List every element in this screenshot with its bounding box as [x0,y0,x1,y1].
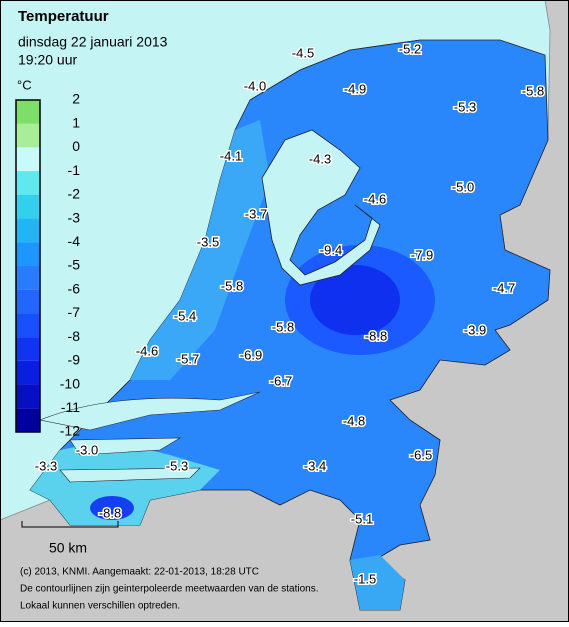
contour-limburg [350,555,405,610]
station-value: -3.9 [464,322,486,337]
estuaries [38,391,261,483]
station-value: -5.8 [221,278,243,293]
legend-tick-label: -9 [68,352,81,368]
legend-tick-label: -8 [68,328,81,344]
contour-south [30,440,220,525]
legend-swatch [16,384,40,409]
station-value: -4.0 [244,78,266,93]
legend-tick-label: -10 [60,375,80,391]
station-value: -3.4 [304,458,326,473]
station-value: -3.7 [245,206,267,221]
station-value: -7.9 [411,247,433,262]
legend-swatch [16,171,40,195]
legend-swatch [16,266,40,290]
legend-tick-label: 2 [72,91,80,107]
station-value: -9.4 [320,242,342,257]
legend-frame [15,99,41,433]
station-value: -4.3 [309,151,331,166]
station-value: -5.8 [522,83,544,98]
station-value: -4.5 [292,45,314,60]
cold-core [310,265,400,335]
ijsselmeer [261,129,381,286]
legend-swatch [16,242,40,266]
station-value: -6.5 [410,447,432,462]
station-value: -5.1 [351,511,373,526]
date: dinsdag 22 januari 2013 [18,34,168,50]
station-value: -4.8 [343,413,365,428]
legend-swatch [16,313,40,338]
legend-tick-label: -7 [68,304,81,320]
legend-swatch [16,408,40,432]
title: Temperatuur [18,8,109,25]
legend-swatch [16,337,40,361]
station-value: -3.5 [197,234,219,249]
station-value: -4.6 [136,343,158,358]
scale-bar [21,521,119,528]
station-value: -5.8 [272,319,294,334]
legend-tick-label: -11 [61,399,80,415]
legend-tick-label: -5 [68,257,81,273]
legend-tick-label: 1 [72,114,80,130]
legend-tick-label: -6 [68,280,81,296]
station-value: -5.0 [452,179,474,194]
legend-swatch [16,289,40,314]
footer-line: (c) 2013, KNMI. Aangemaakt: 22-01-2013, … [20,567,259,578]
station-value: -5.4 [174,308,196,323]
legend-swatch [16,100,40,124]
station-value: -5.3 [166,458,188,473]
legend-tick-label: -2 [68,186,81,202]
legend-swatch [16,360,40,385]
station-value: -3.0 [76,442,98,457]
station-value: -3.3 [35,458,57,473]
time: 19:20 uur [18,52,77,68]
station-value: -5.2 [399,41,421,56]
station-value: -4.7 [493,280,515,295]
station-value: -4.9 [344,81,366,96]
legend-swatch [16,194,40,219]
station-value: -8.8 [365,328,387,343]
legend-tick-label: -3 [68,209,81,225]
legend-swatch [16,218,40,243]
station-value: -5.7 [177,351,199,366]
station-value: -6.7 [270,373,292,388]
station-value: -5.3 [454,99,476,114]
legend-unit: °C [17,77,32,92]
legend-tick-label: -1 [68,162,81,178]
legend-tick-label: -4 [68,233,81,249]
legend: 2 1 0 -1 -2 -3 -4 -5 -6 -7 -8 -9 -10 -11 -12 [15,91,81,439]
station-value: -4.1 [220,148,242,163]
coast [249,39,421,101]
legend-swatch [16,123,40,148]
stations: -4.5 -5.2 -4.0 -4.9 -5.3 -5.8 -4.1 -4.3 -4.6 -5.0… [33,40,545,588]
cold-south [90,496,134,520]
station-value: -6.9 [240,347,262,362]
footer-line: De contourlijnen zijn geinterpoleerde me… [20,584,319,595]
station-value: -8.8 [99,505,121,520]
scale-label: 50 km [49,540,87,556]
legend-tick-label: -12 [60,423,80,439]
station-value: -1.5 [354,571,376,586]
contour-west [130,120,270,380]
legend-swatch [16,147,40,172]
footer-line: Lokaal kunnen verschillen optreden. [20,601,180,612]
station-value: -4.6 [364,191,386,206]
legend-tick-label: 0 [72,138,80,154]
